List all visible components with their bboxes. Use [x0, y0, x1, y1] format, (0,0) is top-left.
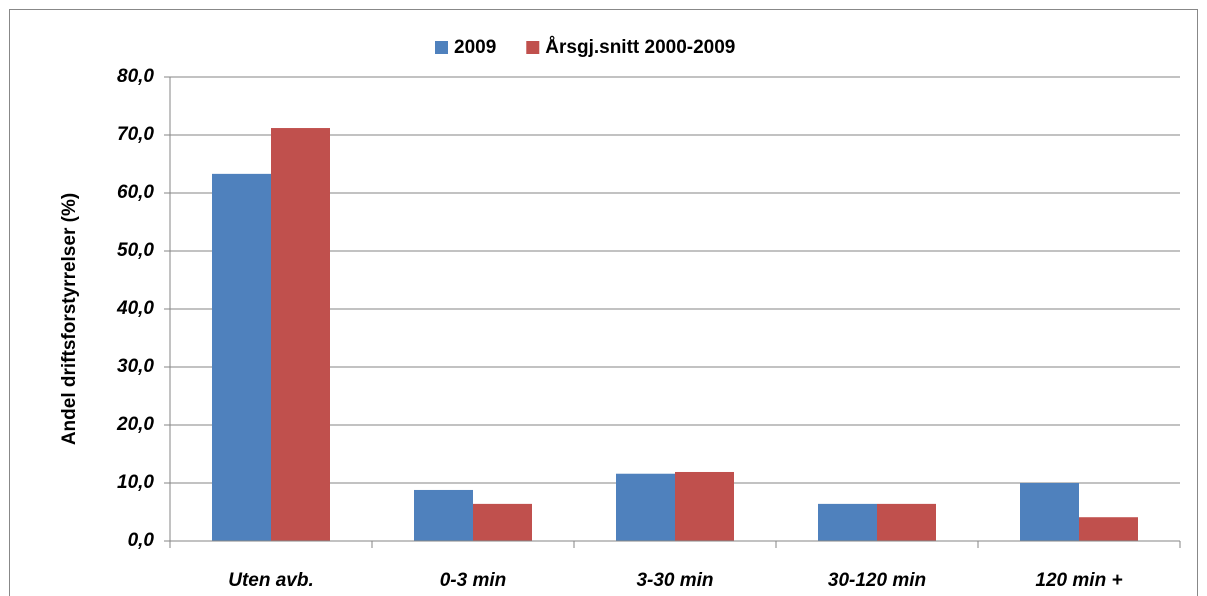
x-tick-label: Uten avb.	[228, 570, 314, 591]
y-tick-label: 20,0	[116, 414, 154, 435]
y-tick-label: 50,0	[117, 240, 154, 261]
bar	[271, 128, 330, 542]
bar	[818, 503, 877, 541]
legend-label: Årsgj.snitt 2000-2009	[545, 37, 735, 58]
chart-border	[9, 9, 1198, 596]
y-axis-title: Andel driftsforstyrrelser (%)	[59, 193, 80, 445]
y-tick-label: 60,0	[117, 182, 154, 203]
legend-swatch	[526, 41, 540, 54]
y-tick-label: 30,0	[117, 356, 154, 377]
y-tick-label: 70,0	[117, 124, 154, 145]
bar	[675, 471, 734, 541]
x-tick-label: 0-3 min	[440, 570, 507, 591]
bar	[414, 489, 473, 541]
bar	[1079, 517, 1138, 541]
bar	[1020, 483, 1079, 541]
bar	[473, 503, 532, 541]
x-tick-label: 3-30 min	[636, 570, 713, 591]
legend-label: 2009	[454, 37, 496, 58]
bar	[212, 173, 271, 542]
x-tick-label: 30-120 min	[828, 570, 926, 591]
y-tick-label: 0,0	[128, 530, 155, 551]
bar	[616, 473, 675, 541]
y-tick-label: 80,0	[117, 66, 154, 87]
y-tick-label: 40,0	[116, 298, 154, 319]
y-tick-label: 10,0	[117, 472, 154, 493]
x-tick-label: 120 min +	[1035, 570, 1122, 591]
legend-swatch	[435, 41, 448, 54]
bar	[877, 503, 936, 541]
